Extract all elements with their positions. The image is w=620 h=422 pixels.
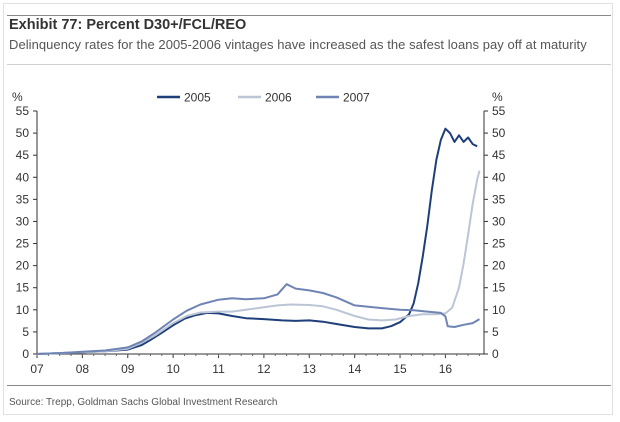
chart-legend: 2005 2006 2007 [157, 91, 370, 105]
x-tick-label: 07 [30, 362, 44, 376]
x-tick-label: 11 [212, 362, 225, 376]
x-tick-label: 12 [257, 362, 271, 376]
legend-label-2006: 2006 [265, 91, 292, 105]
y-tick-label-right: 50 [492, 126, 506, 140]
y-tick-label-left: 45 [16, 148, 30, 162]
chart-series [36, 127, 481, 355]
y-tick-label-right: 25 [492, 237, 506, 251]
y-tick-label-left: 35 [16, 192, 30, 206]
y-tick-label-left: 50 [16, 126, 30, 140]
y-tick-label-left: 10 [16, 303, 30, 317]
series-line-2005 [36, 127, 478, 355]
exhibit-title: Exhibit 77: Percent D30+/FCL/REO [9, 17, 247, 33]
y-tick-label-left: 25 [16, 237, 30, 251]
legend-label-2005: 2005 [184, 91, 211, 105]
y-tick-label-right: 5 [492, 325, 499, 339]
y-tick-label-right: 20 [492, 259, 506, 273]
y-tick-label-left: 30 [16, 214, 30, 228]
y-tick-label-right: 45 [492, 148, 506, 162]
y-tick-label-right: 35 [492, 192, 506, 206]
source-note: Source: Trepp, Goldman Sachs Global Inve… [9, 397, 278, 408]
x-tick-label: 16 [439, 362, 453, 376]
exhibit-frame [3, 3, 613, 415]
top-divider [7, 15, 611, 16]
footer-divider [7, 385, 611, 386]
y-tick-label-left: 55 [16, 104, 30, 118]
series-line-2007 [36, 283, 481, 355]
x-tick-label: 08 [76, 362, 90, 376]
x-tick-label: 09 [121, 362, 135, 376]
y-tick-label-right: 15 [492, 281, 506, 295]
exhibit-subtitle: Delinquency rates for the 2005-2006 vint… [9, 37, 587, 52]
y-tick-label-right: 0 [492, 347, 499, 361]
y-tick-label-left: 40 [16, 170, 30, 184]
x-tick-label: 10 [166, 362, 180, 376]
legend-label-2007: 2007 [343, 91, 370, 105]
x-tick-label: 13 [303, 362, 317, 376]
y-tick-label-left: 5 [22, 325, 29, 339]
y-tick-label-right: 30 [492, 214, 506, 228]
y-tick-label-left: 0 [22, 347, 29, 361]
header-divider [7, 64, 611, 65]
y-tick-label-left: 15 [16, 281, 30, 295]
series-line-2006 [36, 170, 481, 355]
y-tick-label-right: 40 [492, 170, 506, 184]
y-tick-label-right: 10 [492, 303, 506, 317]
y-tick-label-right: 55 [492, 104, 506, 118]
x-tick-label: 15 [393, 362, 407, 376]
y-unit-label-right: % [492, 90, 503, 104]
y-unit-label-left: % [12, 90, 23, 104]
y-tick-label-left: 20 [16, 259, 30, 273]
x-tick-label: 14 [348, 362, 362, 376]
